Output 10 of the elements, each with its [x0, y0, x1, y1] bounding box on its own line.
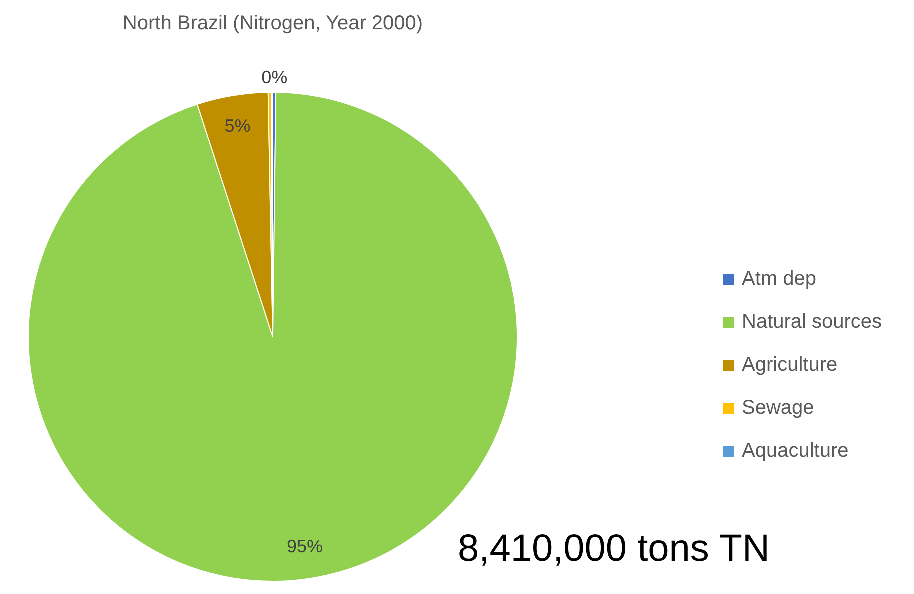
chart-title: North Brazil (Nitrogen, Year 2000) — [122, 12, 424, 35]
data-label: 5% — [224, 116, 251, 136]
text: 8,410,000 tons TN — [458, 528, 770, 571]
legend-label: Natural sources — [742, 311, 882, 334]
legend-label: Aquaculture — [742, 440, 849, 463]
data-label: 0% — [262, 67, 288, 88]
legend-label: Sewage — [742, 397, 814, 420]
legend-label: Agriculture — [742, 354, 838, 377]
data-label: 95% — [286, 536, 323, 556]
legend-label: Atm dep — [742, 268, 816, 291]
